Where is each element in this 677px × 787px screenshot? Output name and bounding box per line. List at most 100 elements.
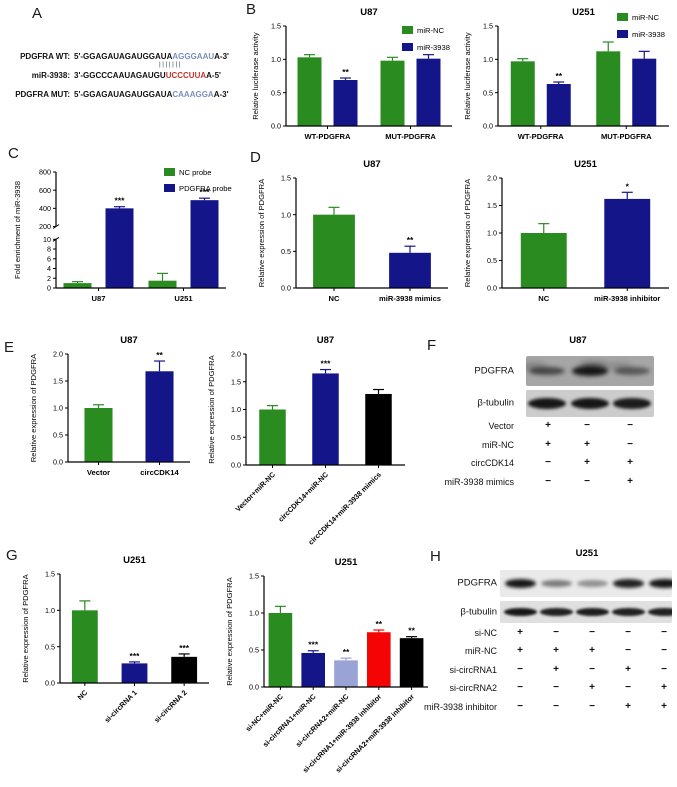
legend-swatch [617,13,628,21]
svg-text:miR-3938: miR-3938 [417,43,450,52]
svg-text:circCDK14: circCDK14 [140,468,179,477]
panel-label-c: C [8,145,19,162]
panel-label-f: F [427,337,437,354]
blot-protein-label: β-tubulin [460,606,497,618]
svg-text:Relative expression of PDGFRA: Relative expression of PDGFRA [207,354,216,463]
plus-minus-mark: + [517,645,523,657]
bar [416,58,441,126]
protein-band [528,398,566,409]
svg-text:si-circRNA 1: si-circRNA 1 [103,688,139,724]
plus-minus-mark: + [661,682,667,694]
svg-text:0.5: 0.5 [483,88,493,97]
blot-protein-label: PDGFRA [474,365,514,377]
svg-text:miR-3938: miR-3938 [632,30,665,39]
bar [301,652,326,687]
svg-text:***: *** [130,651,141,661]
plus-minus-mark: − [584,475,590,487]
chart-pdgfra-u87-rescue: Vector+miR-NC circCDK14+miR-NC circCDK14+m… [206,330,411,565]
sequence-text: 5'-GGAGAUAGAUGGAUACAAAGGAA-3' [74,90,229,99]
protein-band [614,367,650,375]
svg-text:8: 8 [47,245,51,254]
svg-text:U251: U251 [335,557,358,568]
bar [380,60,405,126]
svg-text:NC: NC [538,294,549,303]
svg-text:2: 2 [47,274,51,283]
bar [546,84,571,126]
protein-band [648,579,672,588]
svg-text:1.5: 1.5 [281,174,291,183]
bar [313,214,355,288]
svg-text:Relative expression of PDGFRA: Relative expression of PDGFRA [225,576,234,685]
svg-text:600: 600 [39,186,51,195]
svg-text:1.0: 1.0 [271,55,281,64]
blot-strip [500,570,672,597]
plus-minus-mark: − [589,700,595,712]
svg-text:**: ** [408,626,415,636]
svg-text:PDGFRA probe: PDGFRA probe [179,184,232,193]
protein-band [647,608,672,616]
bar [632,58,657,126]
panel-label-d: D [250,149,261,166]
svg-text:0.0: 0.0 [281,284,291,293]
svg-text:U87: U87 [317,335,334,346]
svg-text:1.5: 1.5 [45,570,55,579]
svg-text:1.5: 1.5 [271,22,281,31]
svg-text:1.0: 1.0 [487,229,497,238]
svg-text:1.5: 1.5 [483,22,493,31]
svg-text:WT-PDGFRA: WT-PDGFRA [305,132,351,141]
svg-text:0.5: 0.5 [249,646,259,655]
plus-minus-mark: − [625,682,631,694]
svg-text:2.0: 2.0 [53,350,63,359]
chart-fold-enrichment-mir3938: U87 U251 *** *** 0 2 4 6 8 10 200 400 600 800 Fold enr… [12,158,232,310]
chart-pdgfra-u251-knockdown: NC si-circRNA 1 si-circRNA 2 *** *** 0.0 0.5 1.… [20,548,215,787]
bar [366,632,391,687]
western-blot-u87: U87 PDGFRA β-tubulin Vector + − − miR-NC + + − circ… [430,330,677,522]
chart-luciferase-u251: WT-PDGFRA MUT-PDGFRA ** 0.0 0.5 1.0 1.5 U251 Rel… [462,2,675,148]
svg-text:***: *** [200,187,211,197]
bar-chart-svg: si-NC+miR-NCsi-circRNA1+miR-NCsi-circRNA… [225,557,428,775]
svg-text:**: ** [342,67,349,77]
svg-text:2.0: 2.0 [231,350,241,359]
legend-swatch [617,30,628,38]
bar-chart-svg: WT-PDGFRA MUT-PDGFRA ** 0.0 0.5 1.0 1.5 U251 Rel… [463,7,669,141]
svg-text:Relative luciferase activity: Relative luciferase activity [251,32,260,120]
svg-text:1.0: 1.0 [249,609,259,618]
plus-minus-mark: − [625,626,631,638]
panel-label-g: G [6,547,18,564]
bar [297,57,322,127]
plus-minus-mark: − [517,682,523,694]
bar-chart-svg: NC si-circRNA 1 si-circRNA 2 *** *** 0.0 0.5 1.… [21,555,209,724]
svg-text:Fold enrichment of miR-3938: Fold enrichment of miR-3938 [13,181,22,279]
svg-text:***: *** [179,643,190,653]
panel-label-a: A [32,5,43,22]
blot-protein-label: PDGFRA [457,577,497,589]
blot-strip [526,390,654,417]
svg-text:800: 800 [39,168,51,177]
protein-band [503,608,537,616]
svg-text:**: ** [343,647,350,657]
plus-minus-mark: − [627,419,633,431]
plus-minus-mark: + [589,645,595,657]
svg-text:circCDK14+miR-NC: circCDK14+miR-NC [276,470,330,524]
bar [63,283,92,288]
svg-text:MUT-PDGFRA: MUT-PDGFRA [601,132,652,141]
bar [334,660,358,687]
svg-text:0.5: 0.5 [231,433,241,442]
bar [604,198,651,288]
blot-title: U251 [575,548,599,559]
protein-band [572,366,608,376]
condition-label: miR-NC [482,439,514,450]
plus-minus-mark: − [545,456,551,468]
svg-text:0.0: 0.0 [271,122,281,131]
bar [333,80,358,126]
svg-text:U87: U87 [120,335,137,346]
bar [510,61,535,127]
svg-text:**: ** [407,235,414,245]
plus-minus-mark: + [545,438,551,450]
protein-band [613,398,651,409]
protein-band-smear [605,363,632,370]
sequence-text: 3'-GGCCCAAUAGAUGUUCCCUUAA-5' [74,71,221,80]
svg-text:**: ** [555,71,562,81]
condition-label: si-NC [474,628,498,638]
bar [312,373,339,465]
